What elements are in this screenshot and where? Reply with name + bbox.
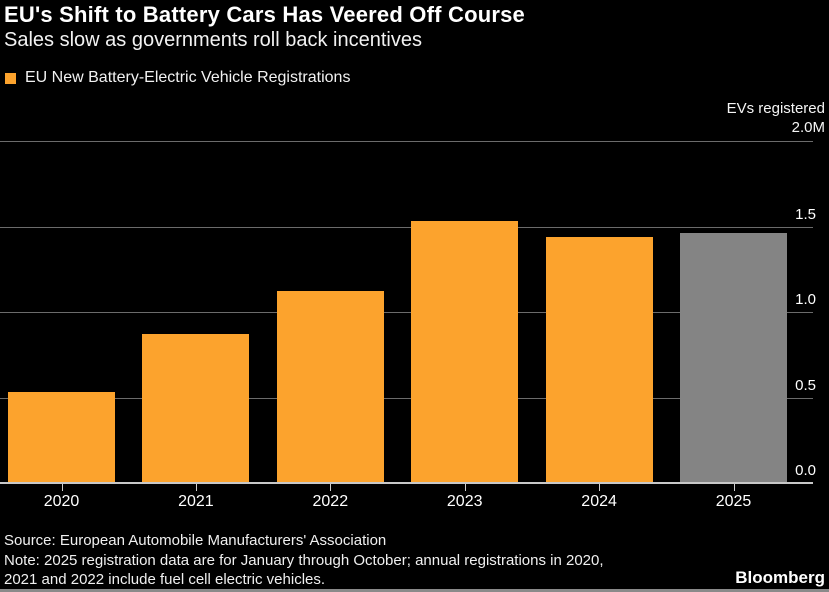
bottom-edge-strip bbox=[0, 589, 829, 592]
gridline-1.5 bbox=[0, 226, 813, 228]
x-tick-2023 bbox=[464, 484, 466, 491]
legend-label: EU New Battery-Electric Vehicle Registra… bbox=[25, 69, 351, 86]
bar-2020 bbox=[8, 392, 115, 483]
y-tick-label-1.0: 1.0 bbox=[795, 291, 816, 308]
bar-2021 bbox=[142, 334, 250, 483]
y-axis-top-tick-label: 2.0M bbox=[791, 119, 825, 136]
x-tick-label-2020: 2020 bbox=[43, 493, 80, 510]
y-tick-label-1.5: 1.5 bbox=[795, 205, 816, 223]
x-tick-label-2023: 2023 bbox=[446, 493, 483, 510]
x-tick-label-2022: 2022 bbox=[312, 493, 349, 510]
x-tick-label-2025: 2025 bbox=[715, 493, 752, 510]
page-title: EU's Shift to Battery Cars Has Veered Of… bbox=[4, 2, 525, 27]
gridline-2 bbox=[0, 141, 813, 142]
legend-swatch-icon bbox=[5, 72, 16, 84]
page-subtitle: Sales slow as governments roll back ince… bbox=[4, 29, 422, 51]
x-tick-2021 bbox=[195, 484, 197, 491]
note-line-2: 2021 and 2022 include fuel cell electric… bbox=[4, 571, 326, 588]
bar-2023 bbox=[411, 221, 519, 483]
x-tick-2025 bbox=[733, 484, 735, 491]
gridline-0.5 bbox=[0, 397, 813, 399]
x-tick-label-2024: 2024 bbox=[581, 493, 617, 510]
note-line-1: Note: 2025 registration data are for Jan… bbox=[4, 551, 604, 569]
y-tick-label-0.5: 0.5 bbox=[795, 376, 816, 394]
y-axis-header: EVs registered 2.0M bbox=[727, 99, 825, 137]
y-tick-label-0.0: 0.0 bbox=[795, 462, 816, 479]
legend: EU New Battery-Electric Vehicle Registra… bbox=[5, 69, 350, 87]
x-tick-label-2021: 2021 bbox=[178, 493, 214, 510]
footnotes: Source: European Automobile Manufacturer… bbox=[4, 531, 604, 590]
y-axis-title: EVs registered bbox=[726, 100, 825, 117]
x-tick-2024 bbox=[599, 484, 601, 491]
x-axis-baseline bbox=[0, 482, 813, 484]
bar-2025 bbox=[680, 233, 787, 483]
gridline-1 bbox=[0, 312, 813, 313]
x-tick-2022 bbox=[330, 484, 332, 491]
source-line: Source: European Automobile Manufacturer… bbox=[4, 532, 387, 549]
bar-2024 bbox=[545, 236, 653, 483]
x-tick-2020 bbox=[61, 484, 63, 491]
bloomberg-logo: Bloomberg bbox=[735, 568, 825, 587]
bar-2022 bbox=[276, 291, 384, 483]
